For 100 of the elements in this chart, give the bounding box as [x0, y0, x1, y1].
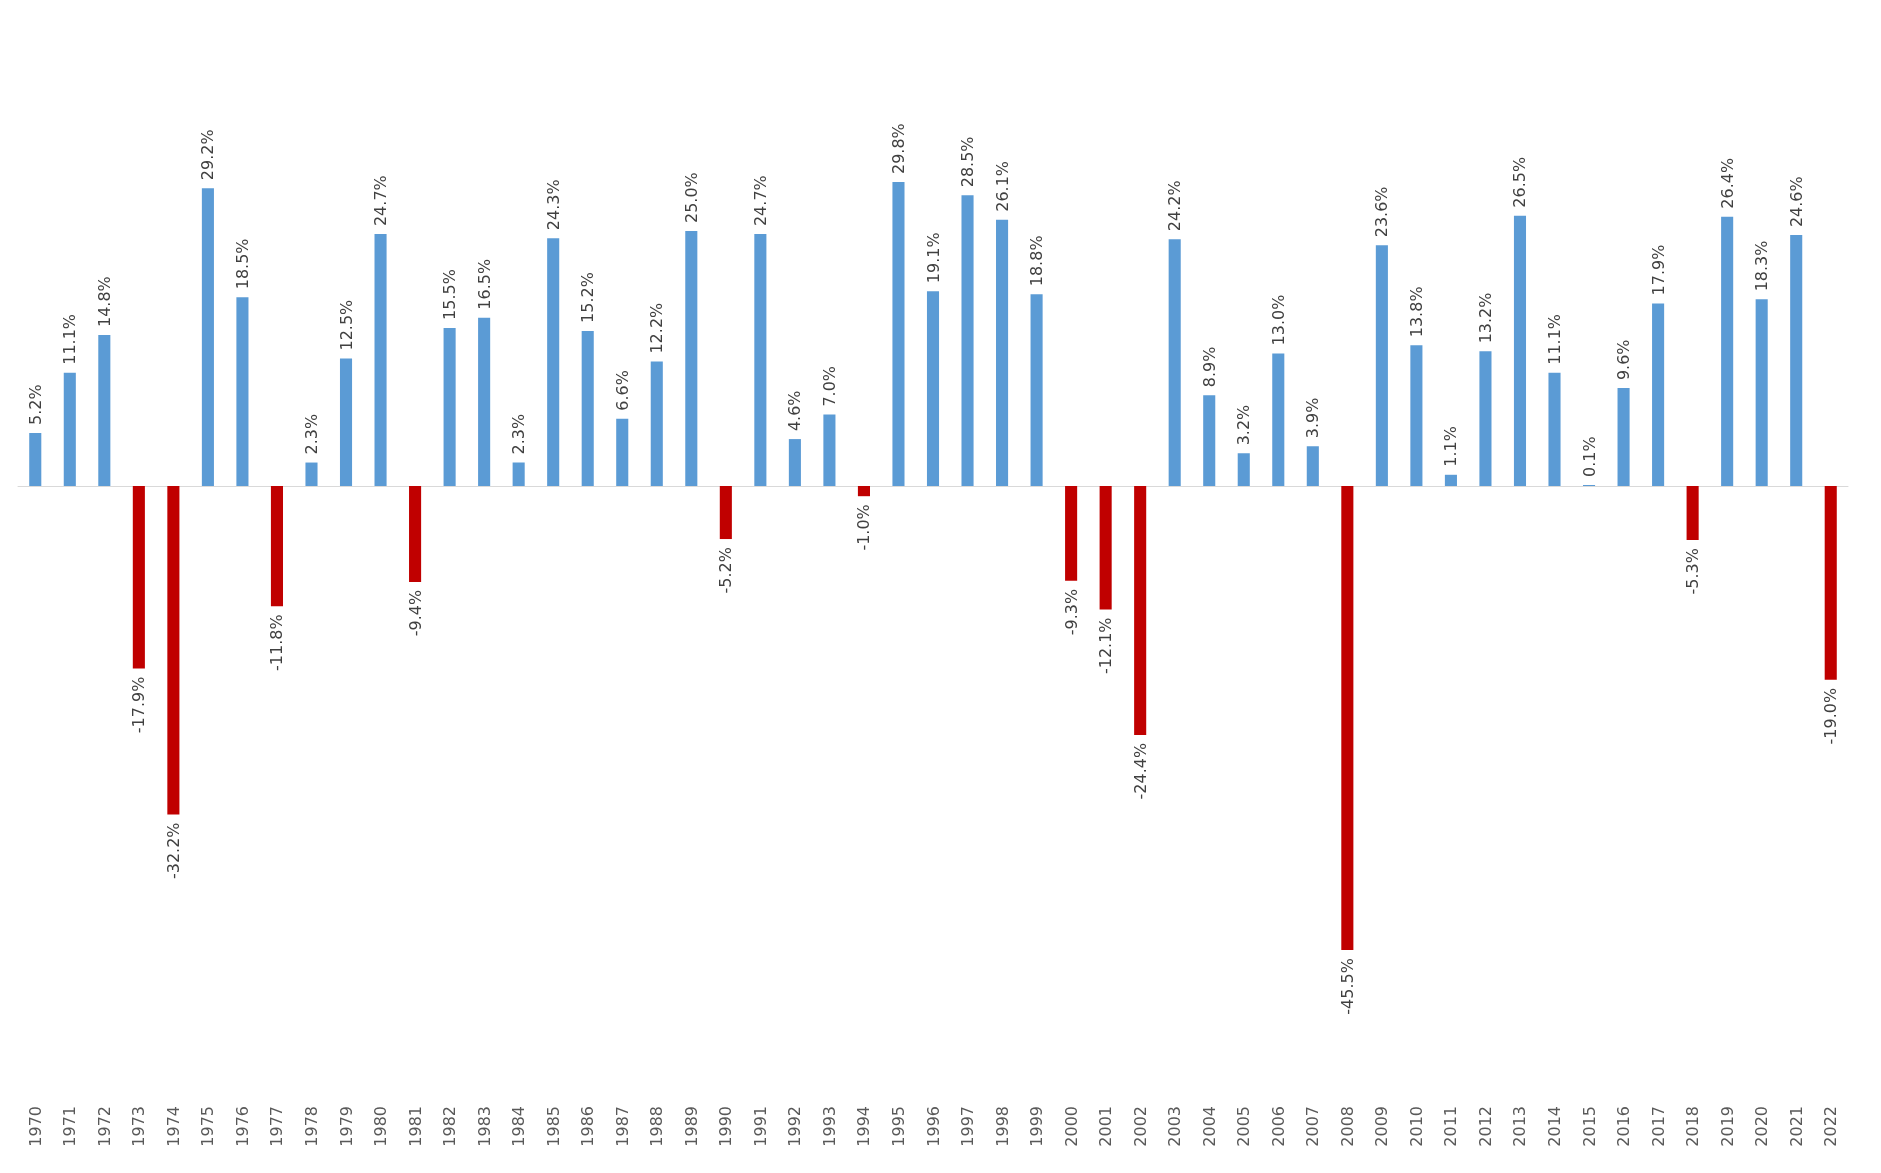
bar [1513, 215, 1527, 486]
data-label: 24.7% [371, 175, 391, 227]
bar [409, 486, 422, 582]
data-label: 15.5% [440, 269, 460, 320]
x-tick-label: 1974 [163, 1106, 183, 1147]
bar [926, 291, 940, 486]
x-tick-label: 1988 [647, 1106, 667, 1147]
bar [1272, 353, 1285, 486]
bar [443, 327, 456, 486]
bar [1306, 446, 1319, 486]
x-tick-label: 2012 [1475, 1106, 1495, 1147]
bar [1686, 486, 1699, 541]
x-tick-label: 2000 [1061, 1106, 1081, 1147]
x-tick-label: 1992 [785, 1106, 805, 1147]
bar [1824, 486, 1837, 680]
bar [1617, 388, 1630, 486]
data-label: 13.0% [1268, 294, 1288, 346]
bar [581, 330, 594, 486]
data-label: 15.2% [578, 272, 598, 323]
bar [892, 182, 905, 486]
x-tick-label: 1980 [371, 1106, 391, 1147]
bar [1548, 372, 1561, 486]
bar [823, 414, 836, 486]
bar [132, 486, 145, 669]
x-tick-label: 1987 [612, 1106, 632, 1147]
x-tick-label: 2017 [1648, 1106, 1668, 1147]
bar [167, 486, 180, 815]
bar [1203, 395, 1216, 486]
bar [201, 188, 214, 486]
bar [788, 439, 801, 486]
data-label: -9.4% [405, 589, 425, 637]
data-label: 4.6% [785, 390, 805, 432]
x-tick-label: 1985 [543, 1106, 563, 1147]
x-tick-label: 1977 [267, 1106, 287, 1147]
data-label: 18.5% [232, 238, 252, 290]
bar [685, 231, 698, 486]
x-tick-label: 2011 [1441, 1106, 1461, 1147]
data-label: 3.2% [1234, 404, 1254, 446]
x-tick-label: 2018 [1683, 1106, 1703, 1147]
data-label: 16.5% [474, 258, 494, 310]
data-label: 24.6% [1786, 176, 1806, 228]
bar [1237, 453, 1250, 486]
bar [270, 486, 283, 607]
bar [650, 361, 663, 486]
x-tick-label: 2014 [1545, 1106, 1565, 1147]
x-tick-label: 1970 [25, 1106, 45, 1147]
x-tick-label: 1983 [474, 1106, 494, 1147]
bar [1134, 486, 1147, 735]
data-label: 18.3% [1752, 240, 1772, 292]
data-label: 25.0% [681, 172, 701, 223]
bar [98, 335, 111, 486]
bar [1479, 351, 1492, 486]
x-tick-label: 2006 [1268, 1106, 1288, 1147]
data-label: 6.6% [612, 370, 632, 411]
bar [1341, 486, 1354, 951]
data-label: 11.1% [60, 313, 80, 365]
bar [1790, 235, 1803, 486]
x-tick-label: 1982 [440, 1106, 460, 1147]
x-tick-label: 2009 [1372, 1106, 1392, 1147]
data-label: 11.1% [1545, 313, 1565, 365]
data-label: -24.4% [1130, 742, 1150, 800]
bar [1065, 486, 1078, 581]
x-tick-label: 1976 [232, 1106, 252, 1147]
data-label: 18.8% [1027, 235, 1047, 287]
data-label: 24.2% [1165, 180, 1185, 232]
bar [616, 418, 629, 486]
x-tick-label: 1971 [60, 1106, 80, 1147]
data-label: 13.8% [1406, 286, 1426, 338]
bar [1375, 245, 1388, 486]
bar [339, 358, 353, 486]
data-label: 26.5% [1510, 156, 1530, 208]
data-label: -9.3% [1061, 588, 1081, 636]
x-tick-label: 1999 [1027, 1106, 1047, 1147]
bar [305, 462, 318, 486]
bar [754, 234, 767, 486]
data-label: 9.6% [1614, 339, 1634, 381]
x-tick-label: 2007 [1303, 1106, 1323, 1147]
data-label: 17.9% [1648, 244, 1668, 296]
bar [857, 486, 870, 497]
x-tick-label: 1986 [578, 1106, 598, 1147]
x-tick-label: 2013 [1510, 1106, 1530, 1147]
bar [236, 297, 249, 486]
x-tick-label: 2021 [1786, 1106, 1806, 1147]
data-label: 13.2% [1475, 292, 1495, 344]
bar [1168, 239, 1181, 486]
x-tick-label: 2016 [1614, 1106, 1634, 1147]
x-tick-label: 1972 [94, 1106, 114, 1147]
bar [1652, 303, 1665, 486]
bar [29, 432, 42, 486]
data-label: 3.9% [1303, 397, 1323, 439]
data-label: 26.1% [992, 160, 1012, 212]
data-label: -5.3% [1683, 548, 1703, 595]
data-label: -17.9% [129, 676, 149, 734]
data-label: 28.5% [958, 136, 978, 188]
bar [1721, 216, 1734, 486]
bar [1755, 299, 1768, 486]
data-label: 8.9% [1199, 346, 1219, 388]
data-label: 23.6% [1372, 186, 1392, 238]
data-label: 1.1% [1441, 426, 1461, 467]
data-label: 14.8% [94, 276, 114, 328]
